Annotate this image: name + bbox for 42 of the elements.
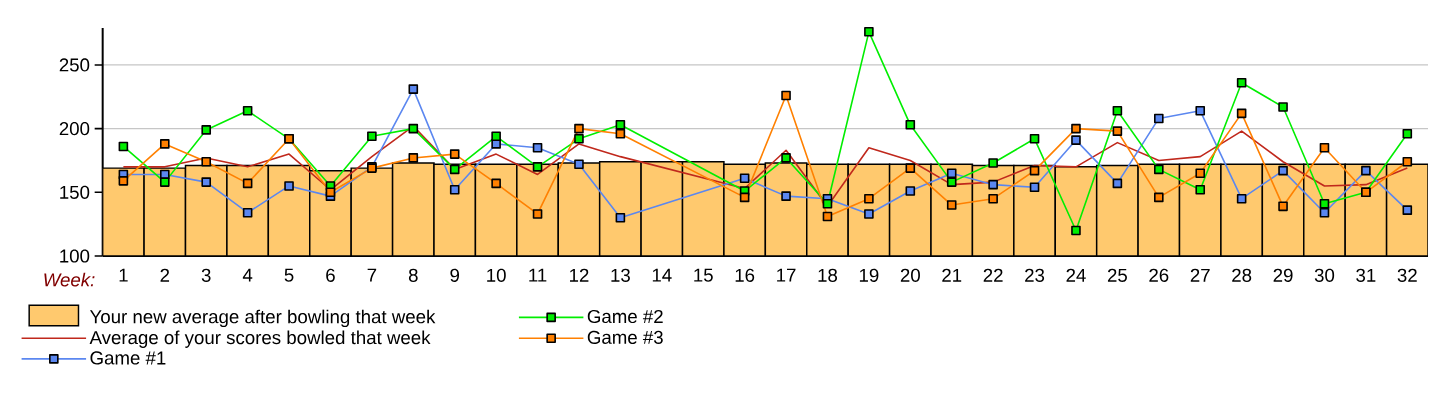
x-tick-label: 32 — [1397, 268, 1417, 282]
x-tick-label: 2 — [160, 268, 170, 282]
legend-label: Game #2 — [587, 309, 663, 324]
x-tick-label: 19 — [859, 268, 879, 282]
legend-label: Average of your scores bowled that week — [89, 330, 431, 348]
x-tick-label: 16 — [735, 268, 755, 282]
x-tick-label: 11 — [529, 268, 547, 282]
x-tick-label: 8 — [408, 268, 418, 282]
x-tick-label: 21 — [942, 268, 962, 282]
legend-label: Game #3 — [587, 330, 663, 344]
x-tick-label: 29 — [1273, 268, 1293, 282]
x-tick-label: 20 — [900, 268, 920, 282]
x-tick-label: 10 — [487, 268, 506, 282]
x-tick-label: 9 — [450, 268, 460, 282]
x-tick-label: 28 — [1232, 268, 1252, 282]
x-tick-label: 30 — [1314, 268, 1335, 282]
y-tick-label: 150 — [60, 185, 90, 199]
x-tick-label: 7 — [367, 268, 377, 282]
y-tick-label: 200 — [59, 122, 90, 136]
x-tick-label: 22 — [983, 268, 1003, 282]
x-tick-label: 3 — [201, 268, 211, 282]
legend-label: Your new average after bowling that week — [89, 309, 436, 328]
x-axis-title: Week: — [44, 272, 95, 287]
x-tick-label: 24 — [1066, 268, 1086, 282]
y-tick-label: 100 — [60, 249, 90, 263]
x-tick-label: 4 — [242, 268, 253, 282]
x-tick-label: 6 — [326, 268, 335, 282]
x-tick-label: 15 — [694, 268, 713, 282]
x-tick-label: 5 — [284, 268, 294, 282]
x-tick-label: 25 — [1107, 268, 1127, 282]
x-tick-label: 13 — [611, 268, 630, 282]
x-tick-label: 1 — [119, 268, 128, 282]
x-tick-label: 12 — [570, 268, 589, 282]
x-tick-label: 14 — [652, 268, 672, 282]
legend-label: Game #1 — [90, 351, 166, 365]
y-tick-label: 250 — [59, 58, 90, 72]
x-tick-label: 18 — [818, 268, 838, 282]
x-tick-label: 17 — [777, 268, 796, 282]
x-tick-label: 31 — [1356, 268, 1376, 282]
x-tick-label: 23 — [1025, 268, 1045, 282]
x-tick-label: 26 — [1149, 268, 1169, 282]
x-tick-label: 27 — [1190, 268, 1210, 282]
